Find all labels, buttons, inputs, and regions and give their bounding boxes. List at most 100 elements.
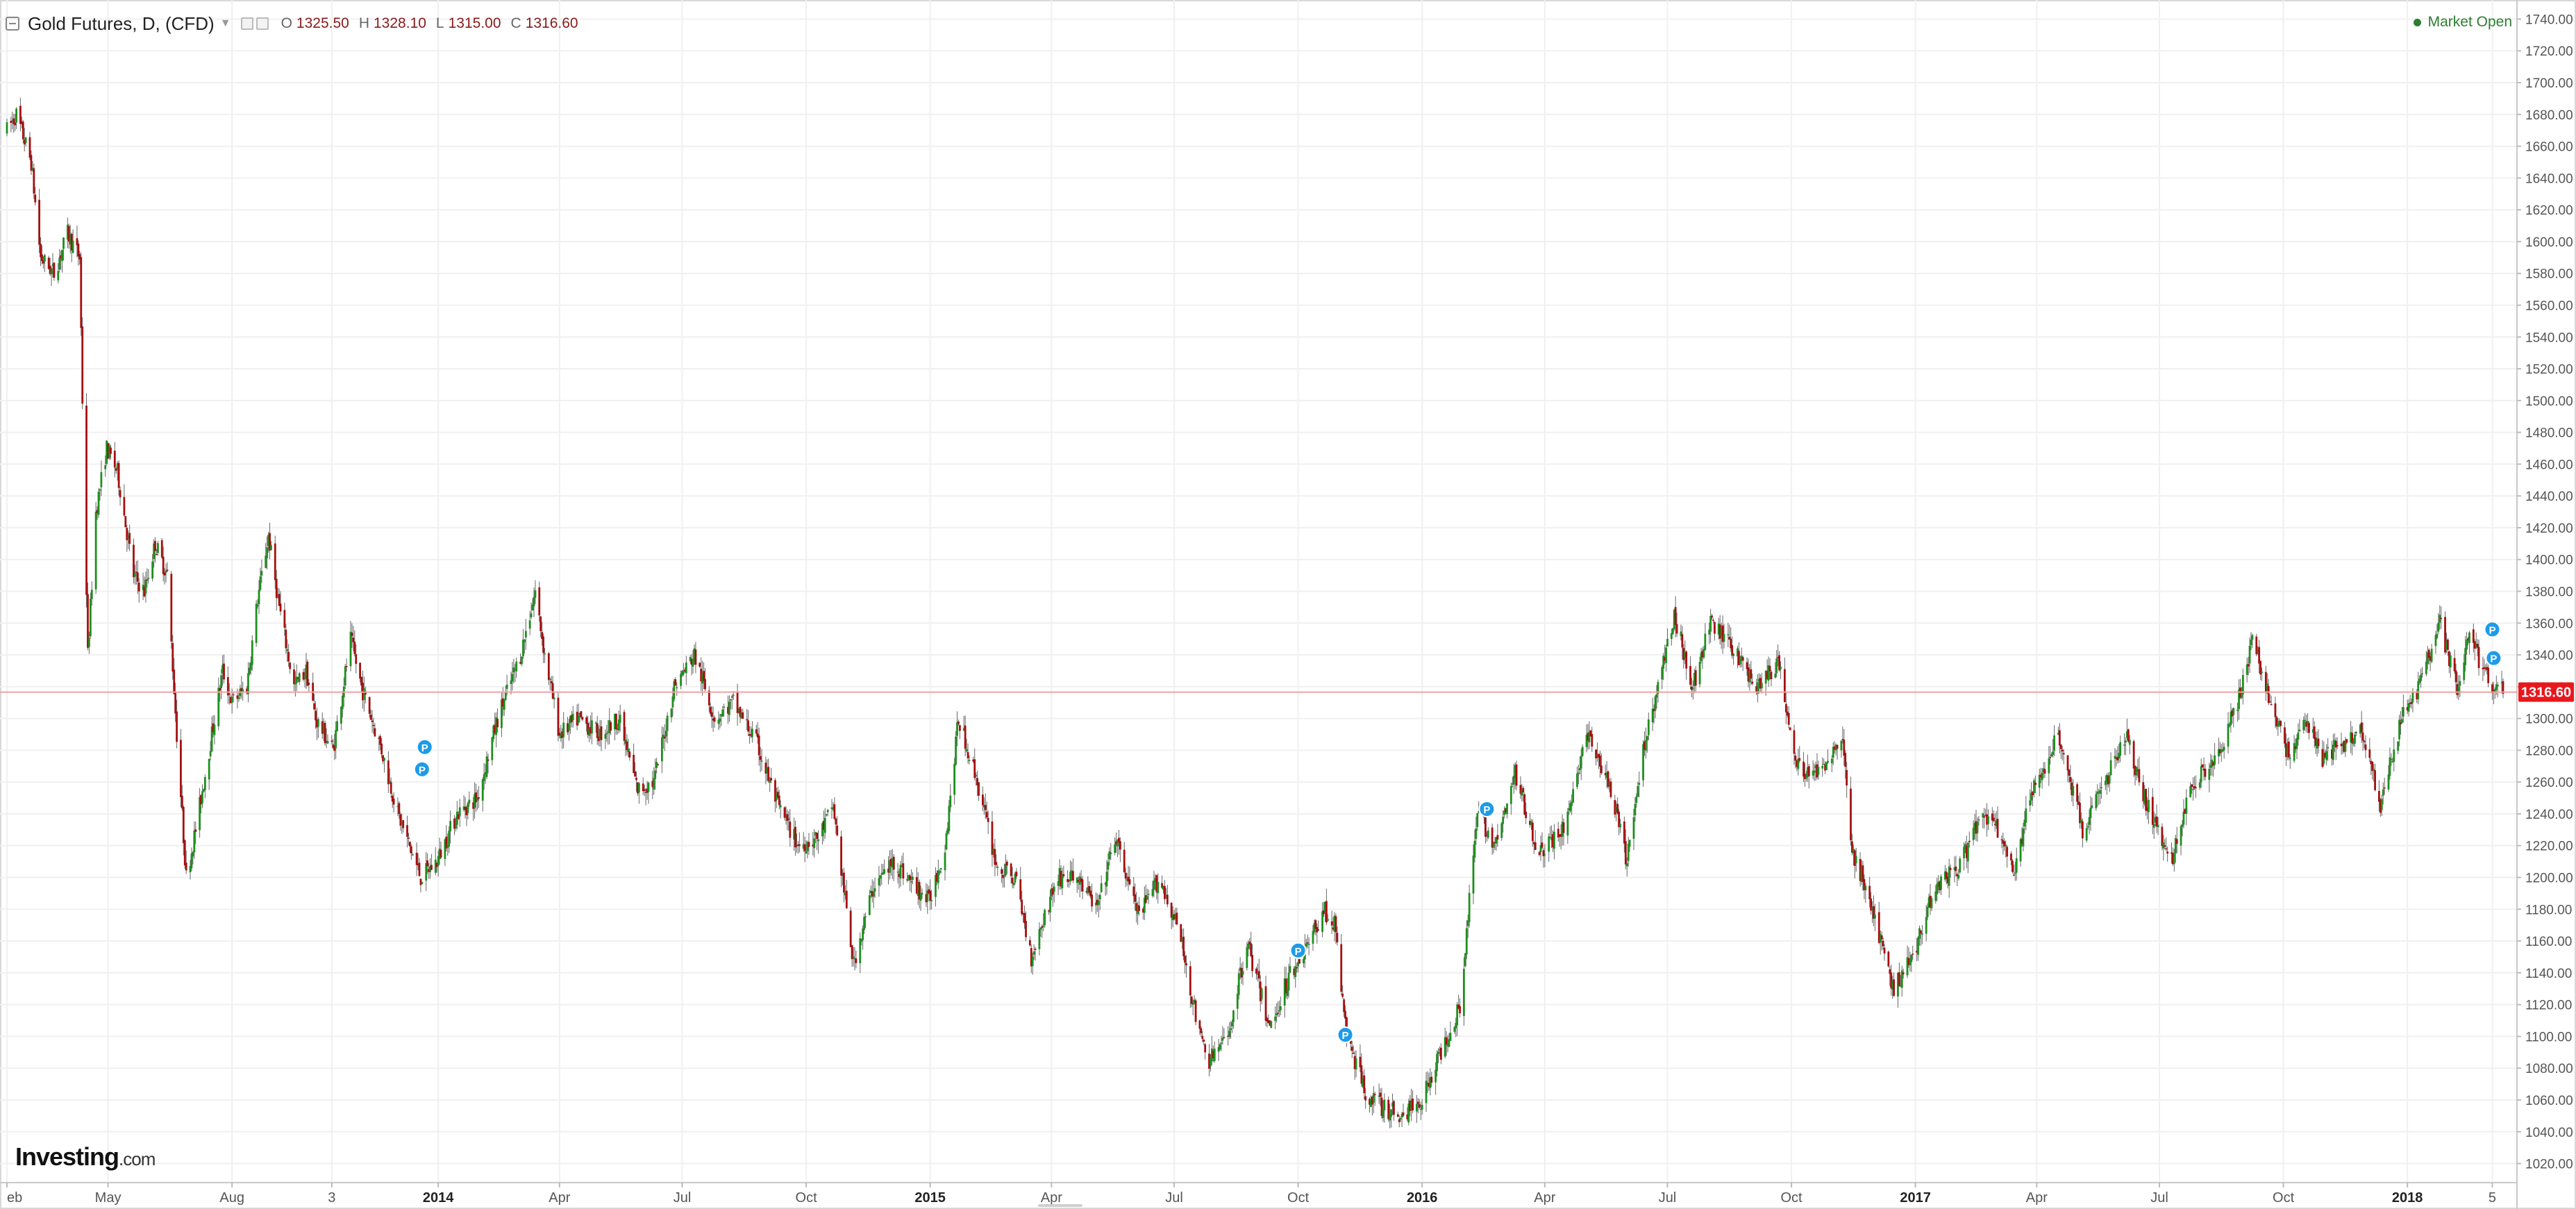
candle [2172,847,2174,867]
candle-body [1060,870,1062,887]
time-axis-labels[interactable]: eb May Aug 3 2014 Apr Jul Oct 2015 Apr Jul Oct 2016 A… [6,1183,2496,1206]
chevron-down-icon[interactable]: ▼ [219,17,231,29]
candle-body [976,778,979,785]
candle [1680,624,1682,641]
event-marker[interactable]: P [1337,1026,1354,1044]
candle [1618,808,1621,835]
candle-body [415,852,418,865]
candle [945,831,948,851]
candle-body [503,699,505,710]
candle [1042,912,1045,932]
candle-body [2298,729,2301,732]
candle-body [1700,653,1703,662]
candle-body [1155,875,1158,892]
grid-lines [0,0,2517,1183]
candle-body [766,767,769,774]
event-marker-icon[interactable] [2484,621,2501,638]
event-marker[interactable]: P [1478,801,1496,818]
candle-body [340,706,342,724]
candle [2468,631,2470,655]
settings-icon[interactable] [240,17,253,30]
candle-body [1363,1075,1366,1094]
candle [496,708,499,733]
candle-body [303,676,306,678]
candle [872,881,875,908]
candle [467,801,469,819]
event-marker-icon[interactable] [413,760,430,778]
instrument-title[interactable]: Gold Futures, D, (CFD) [28,12,215,34]
candle [1694,666,1697,693]
candle-body [2138,769,2141,783]
candle-body [58,258,61,270]
candle-body [496,719,499,728]
candle [212,715,215,737]
candle-body [700,668,703,681]
candle [2275,715,2278,730]
candle [80,252,83,336]
candle [1747,658,1750,687]
candle [2050,752,2053,758]
candle-body [793,828,796,840]
close-icon[interactable] [256,17,269,30]
candle [1523,792,1526,816]
candle-body [972,759,975,762]
event-marker[interactable]: P [2485,649,2502,667]
event-marker-icon[interactable] [1289,942,1307,959]
candle-body [192,851,194,857]
event-marker[interactable]: P [1289,942,1307,959]
candle-body [66,224,69,240]
candle-body [2066,755,2069,771]
candle [203,788,205,793]
candle-body [1154,878,1157,883]
candle [232,692,235,703]
candle-body [796,844,798,847]
candle [1495,836,1498,851]
candle [258,580,260,615]
candle [1832,742,1834,765]
event-marker-icon[interactable] [1478,801,1496,818]
candle [349,621,352,672]
candle-body [962,728,965,731]
candle-body [156,553,158,556]
candle [2032,791,2034,806]
event-marker[interactable]: P [2484,621,2501,638]
candle [926,884,929,914]
event-marker-icon[interactable] [1337,1026,1354,1044]
candle [560,724,562,742]
event-marker-icon[interactable] [416,738,433,756]
candle [1126,873,1128,886]
candle-body [462,806,465,810]
candle-body [1760,683,1763,689]
candle [246,685,248,695]
event-marker-icon[interactable] [2485,649,2502,667]
candle [1671,627,1674,635]
candle [1146,888,1148,901]
event-marker[interactable]: P [416,738,433,756]
candle-body [1827,760,1829,763]
candle-body [1044,910,1046,926]
price-axis-labels[interactable]: 1020.001040.001060.001080.001100.001120.… [2517,12,2573,1172]
event-marker[interactable]: P [413,760,430,778]
candle-body [296,677,299,679]
candle-body [1816,764,1818,778]
candle [1044,908,1046,928]
candle [1138,897,1140,916]
candle [2164,839,2166,850]
candle [231,688,233,714]
candle-body [429,866,431,872]
candle [1132,876,1135,904]
candle-body [418,862,421,876]
candle [1255,966,1257,980]
candle [1900,965,1903,997]
candle-body [2000,839,2003,841]
time-scrollbar[interactable] [1038,1204,1082,1207]
candle-body [419,878,422,885]
candle-body [1335,916,1337,933]
candle-body [341,695,344,710]
candle [1889,966,1891,987]
candle [1934,885,1937,904]
collapse-icon[interactable] [6,17,19,31]
candle-body [360,676,362,686]
